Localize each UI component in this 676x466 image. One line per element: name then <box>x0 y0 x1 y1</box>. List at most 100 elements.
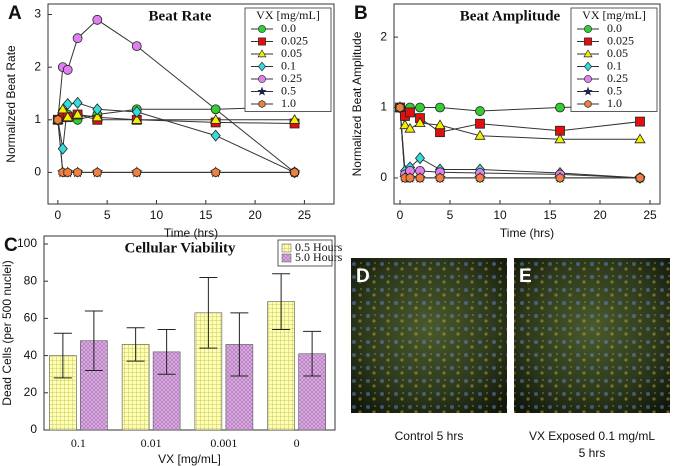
marker <box>257 49 267 58</box>
micrograph-cells <box>351 258 507 413</box>
marker <box>584 100 592 108</box>
marker <box>57 142 68 155</box>
marker <box>57 103 69 114</box>
x-axis-label: Time (hrs) <box>500 226 554 240</box>
chart-title: Cellular Viability <box>125 240 236 256</box>
marker <box>583 86 593 96</box>
marker <box>71 108 84 119</box>
marker <box>475 172 485 183</box>
panel-label: D <box>356 266 370 287</box>
legend-label: 0.025 <box>607 33 634 47</box>
marker <box>92 14 103 25</box>
marker <box>210 129 221 142</box>
error-bar <box>157 329 176 375</box>
marker <box>258 25 266 33</box>
marker <box>435 172 445 183</box>
marker <box>414 152 426 165</box>
marker <box>475 118 485 129</box>
x-tick-label: 0.01 <box>141 436 162 450</box>
y-tick-label: 0 <box>380 170 387 184</box>
marker <box>415 102 425 113</box>
y-tick-label: 0 <box>30 422 37 436</box>
marker <box>583 49 593 58</box>
legend-label: 0.025 <box>281 33 308 47</box>
series-line <box>399 107 641 179</box>
y-axis-label: Dead Cells (per 500 nuclei) <box>0 260 14 405</box>
plot-frame <box>47 3 335 205</box>
legend-swatch <box>281 253 292 263</box>
error-bar <box>126 327 145 362</box>
panel-label: A <box>8 3 22 24</box>
x-tick-label: 15 <box>543 208 557 222</box>
legend-box <box>570 7 658 112</box>
y-tick-label: 20 <box>24 385 38 399</box>
marker <box>584 37 592 46</box>
marker <box>72 33 83 44</box>
y-tick-label: 40 <box>24 348 38 362</box>
y-tick-label: 0 <box>34 165 41 179</box>
marker <box>399 119 411 130</box>
marker <box>211 167 221 178</box>
micrograph-cells <box>514 258 670 413</box>
marker <box>131 105 142 118</box>
marker <box>475 106 485 116</box>
series-line <box>57 102 295 173</box>
legend-label: 5.0 Hours <box>295 250 343 264</box>
marker <box>474 129 486 140</box>
legend-title: VX [mg/mL] <box>582 8 646 22</box>
marker <box>435 102 445 113</box>
y-tick-label: 100 <box>17 236 37 250</box>
panel-label: B <box>354 3 368 24</box>
marker <box>62 97 73 111</box>
x-tick-label: 20 <box>593 208 607 222</box>
caption: 5 hrs <box>579 446 606 460</box>
marker <box>210 113 222 124</box>
chart-title: Beat Rate <box>149 8 212 24</box>
legend-label: 0.05 <box>607 46 628 60</box>
marker <box>414 117 426 127</box>
marker <box>73 167 82 178</box>
y-tick-label: 2 <box>34 59 41 73</box>
marker <box>132 167 142 178</box>
x-tick-label: 25 <box>643 208 657 222</box>
panel-label: C <box>4 235 18 256</box>
marker <box>92 103 103 116</box>
marker <box>405 172 415 183</box>
plot-frame <box>43 235 336 431</box>
marker <box>91 111 103 122</box>
error-bar <box>272 273 291 331</box>
caption: VX Exposed 0.1 mg/mL <box>529 429 655 443</box>
error-bar <box>53 332 72 379</box>
marker <box>93 167 102 178</box>
legend-label: 0.0 <box>281 21 296 35</box>
legend-label: 0.05 <box>281 46 302 60</box>
y-axis-label: Normalized Beat Rate <box>4 45 18 163</box>
marker <box>257 61 267 72</box>
x-tick-label: 5 <box>447 208 454 222</box>
legend-label: 0.25 <box>607 71 628 85</box>
marker <box>258 100 266 108</box>
x-tick-label: 0.001 <box>210 436 237 450</box>
marker <box>53 114 63 125</box>
marker <box>555 172 565 183</box>
marker <box>555 102 565 113</box>
marker <box>404 122 416 133</box>
marker <box>584 75 592 83</box>
y-axis-label: Normalized Beat Amplitude <box>350 31 364 176</box>
marker <box>395 102 405 113</box>
y-tick-label: 60 <box>24 311 38 325</box>
caption: Control 5 hrs <box>395 429 464 443</box>
marker <box>257 86 267 96</box>
marker <box>290 167 299 178</box>
legend-label: 0.5 <box>281 83 296 97</box>
series-line <box>57 119 295 173</box>
marker <box>288 113 301 124</box>
marker <box>62 111 74 122</box>
y-tick-label: 2 <box>380 29 387 43</box>
x-tick-label: 0 <box>397 208 404 222</box>
marker <box>72 96 83 109</box>
legend-label: 1.0 <box>281 96 296 110</box>
series-line <box>57 119 295 173</box>
legend-label: 0.1 <box>281 58 296 72</box>
